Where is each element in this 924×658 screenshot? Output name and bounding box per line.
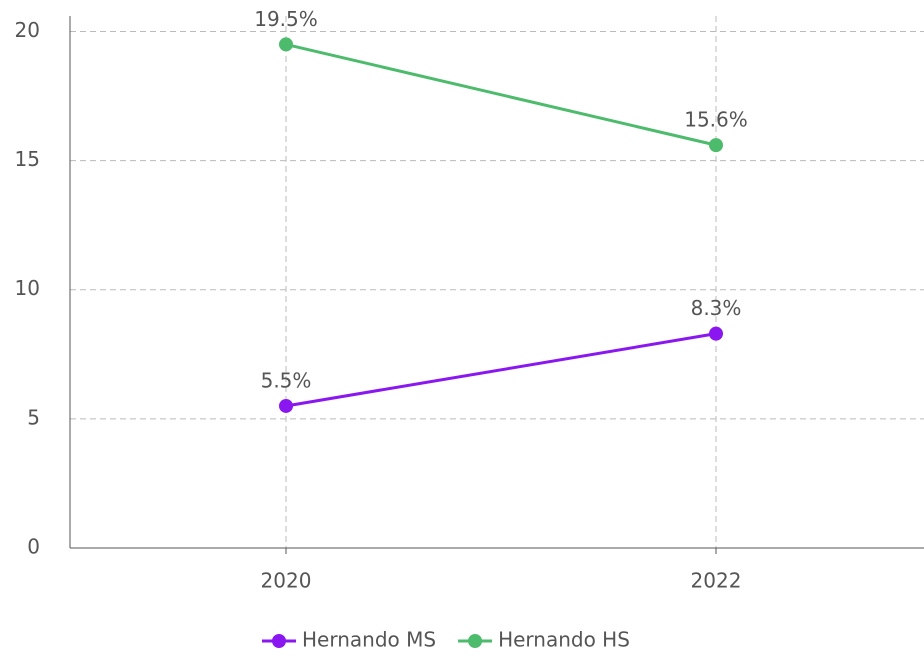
y-tick-label: 20 [15, 18, 40, 42]
point [279, 37, 293, 52]
y-tick-label: 5 [27, 405, 40, 429]
data-label: 5.5% [261, 368, 312, 392]
y-tick-label: 0 [27, 535, 40, 559]
x-tick-label: 2022 [691, 569, 742, 593]
y-tick-label: 10 [15, 276, 40, 300]
point [709, 138, 723, 153]
legend-marker [468, 634, 483, 648]
legend-label: Hernando HS [498, 628, 630, 652]
data-label: 8.3% [691, 296, 742, 320]
point [709, 326, 723, 341]
point [279, 398, 293, 413]
legend-marker [272, 634, 286, 648]
data-label: 19.5% [254, 7, 318, 31]
legend-label: Hernando MS [302, 628, 436, 652]
x-tick-label: 2020 [261, 569, 312, 593]
y-tick-label: 15 [15, 147, 40, 171]
data-label: 15.6% [684, 108, 748, 132]
line [285, 42, 717, 147]
line [285, 332, 717, 408]
